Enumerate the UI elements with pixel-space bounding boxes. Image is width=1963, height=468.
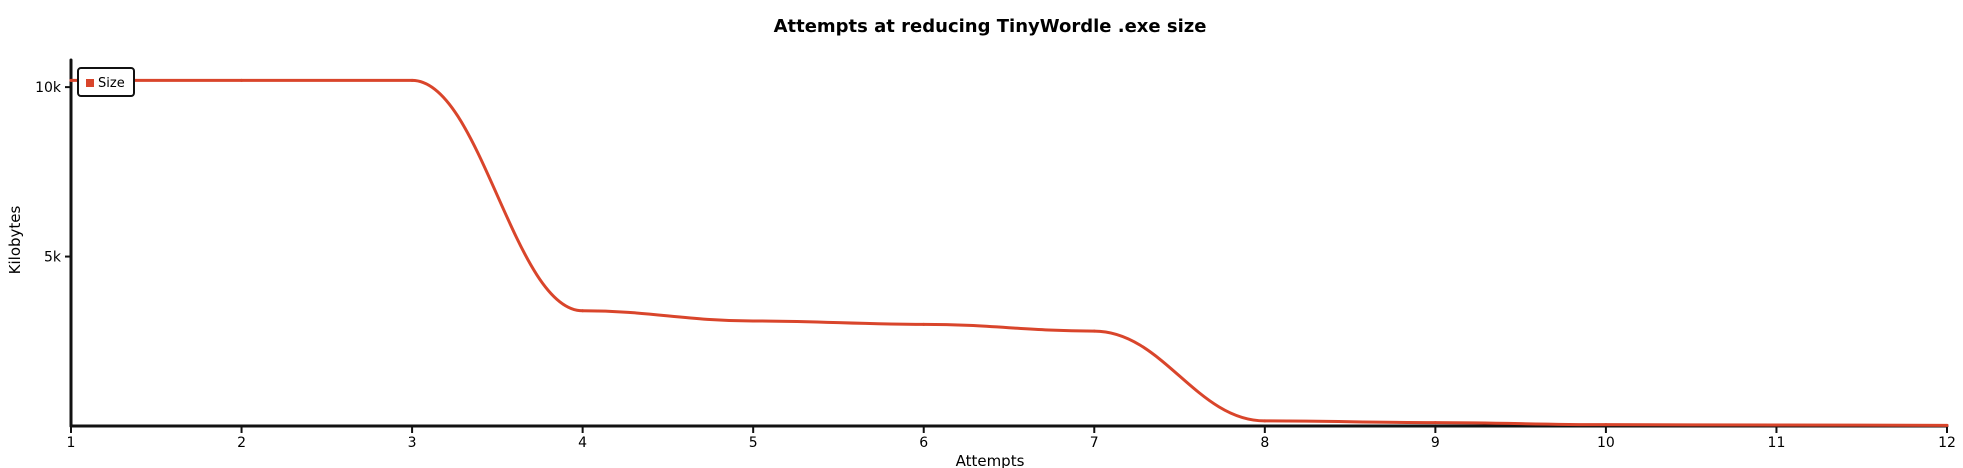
data-point <box>240 78 244 82</box>
x-ticks: 1 2 3 4 5 6 7 8 9 10 11 12 <box>67 426 1956 451</box>
data-point <box>751 319 755 323</box>
data-point <box>581 309 585 313</box>
x-tick-label: 9 <box>1431 435 1440 451</box>
data-point <box>1945 423 1949 427</box>
y-ticks: 5k 10k <box>35 80 71 266</box>
y-tick-label: 10k <box>35 80 62 96</box>
x-tick-label: 8 <box>1260 435 1269 451</box>
x-tick-label: 6 <box>919 435 928 451</box>
chart-title: Attempts at reducing TinyWordle .exe siz… <box>774 16 1207 37</box>
x-tick-label: 12 <box>1938 435 1956 451</box>
plot-area <box>69 58 1949 428</box>
x-tick-label: 10 <box>1597 435 1615 451</box>
y-axis-label: Kilobytes <box>6 205 24 274</box>
data-point <box>1604 423 1608 427</box>
y-tick-label: 5k <box>44 250 62 266</box>
data-point <box>410 78 414 82</box>
x-tick-label: 3 <box>408 435 417 451</box>
data-points <box>69 78 1949 427</box>
data-point <box>1263 419 1267 423</box>
series-line-size <box>69 78 1949 427</box>
legend-swatch-size <box>86 79 94 87</box>
legend-label-size: Size <box>98 76 125 91</box>
data-point <box>922 322 926 326</box>
legend-box <box>77 67 135 97</box>
x-tick-label: 4 <box>578 435 587 451</box>
data-point <box>1433 421 1437 425</box>
x-tick-label: 2 <box>237 435 246 451</box>
x-tick-label: 1 <box>67 435 76 451</box>
data-point <box>69 78 73 82</box>
x-tick-label: 11 <box>1768 435 1786 451</box>
x-tick-label: 5 <box>749 435 758 451</box>
legend: Size <box>77 67 135 97</box>
x-axis-label: Attempts <box>956 452 1025 468</box>
data-point <box>1092 329 1096 333</box>
data-point <box>1774 423 1778 427</box>
x-tick-label: 7 <box>1090 435 1099 451</box>
